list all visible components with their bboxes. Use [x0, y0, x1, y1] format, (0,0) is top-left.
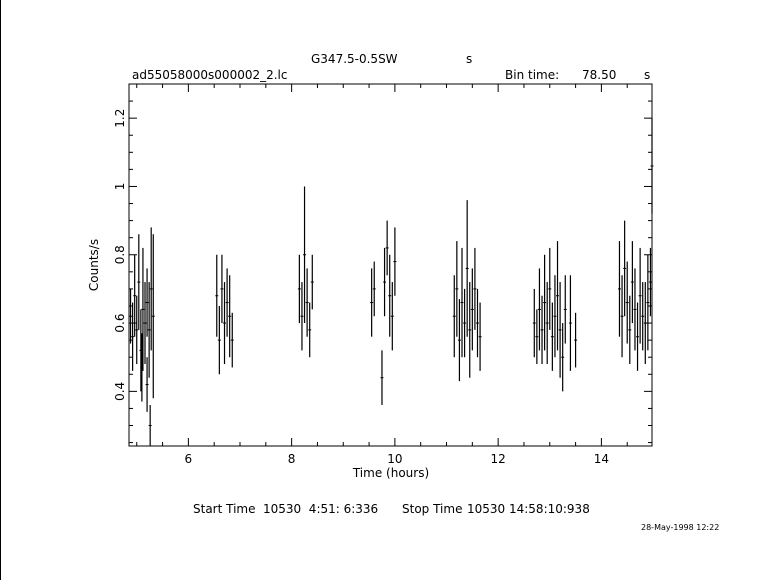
object-unit: s — [466, 52, 473, 66]
bin-time-label: Bin time: — [505, 68, 560, 82]
data-error-bars — [129, 118, 654, 446]
x-axis-label: Time (hours) — [352, 466, 429, 480]
filename-label: ad55058000s000002_2.lc — [132, 68, 288, 82]
y-tick-label: 0.8 — [113, 245, 127, 264]
x-tick-label: 14 — [594, 452, 609, 466]
plot-frame — [128, 83, 653, 447]
x-tick-label: 8 — [288, 452, 296, 466]
y-tick-label: 0.6 — [113, 314, 127, 333]
start-time-label: Start Time — [193, 502, 256, 516]
plot-timestamp: 28-May-1998 12:22 — [641, 523, 720, 532]
x-tick-label: 12 — [491, 452, 506, 466]
stop-time-value: 10530 14:58:10:938 — [467, 502, 590, 516]
object-name: G347.5-0.5SW — [311, 52, 398, 66]
y-tick-label: 0.4 — [113, 382, 127, 401]
bin-time-unit: s — [644, 68, 651, 82]
y-tick-label: 1.2 — [113, 109, 127, 128]
y-tick-label: 1 — [113, 183, 127, 191]
bin-time-value: 78.50 — [582, 68, 617, 82]
left-border-line — [0, 0, 1, 580]
x-tick-label: 10 — [387, 452, 402, 466]
start-time-value: 10530 4:51: 6:336 — [263, 502, 379, 516]
axis-ticks — [129, 83, 652, 446]
y-tick-labels: 0.4 0.6 0.8 1 1.2 — [113, 109, 127, 401]
x-tick-label: 6 — [185, 452, 193, 466]
y-axis-label: Counts/s — [87, 239, 101, 291]
stop-time-label: Stop Time — [402, 502, 463, 516]
x-tick-labels: 6 8 10 12 14 — [185, 452, 609, 466]
